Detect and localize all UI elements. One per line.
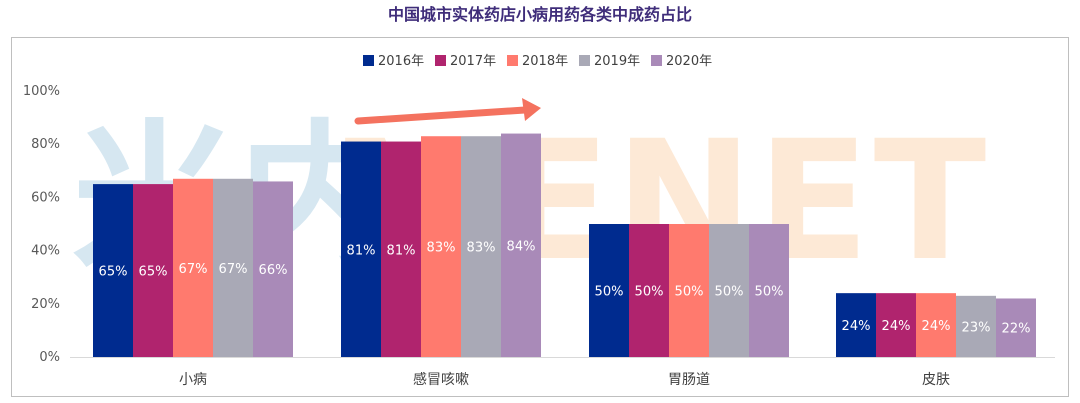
- y-axis: 0% 20% 40% 60% 80% 100%: [23, 84, 60, 365]
- y-tick-label: 60%: [31, 190, 60, 205]
- legend-label: 2016年: [378, 54, 424, 69]
- data-label: 67%: [219, 262, 248, 277]
- bar: [381, 141, 421, 357]
- bar: [341, 141, 381, 357]
- data-label: 50%: [755, 285, 784, 300]
- bar: [421, 136, 461, 357]
- data-label: 22%: [1002, 322, 1031, 337]
- data-label: 24%: [842, 319, 871, 334]
- y-tick-label: 40%: [31, 244, 60, 259]
- annotation: [354, 98, 541, 125]
- data-label: 66%: [259, 263, 288, 278]
- legend: 2016年 2017年 2018年 2019年 2020年: [363, 54, 712, 69]
- bar: [669, 224, 709, 357]
- y-tick-label: 0%: [39, 350, 60, 365]
- bar: [93, 184, 133, 357]
- data-label: 81%: [387, 243, 416, 258]
- data-label: 50%: [675, 285, 704, 300]
- chart-title: 中国城市实体药店小病用药各类中成药占比: [387, 5, 692, 24]
- x-category-label: 感冒咳嗽: [413, 371, 469, 388]
- x-category-label: 小病: [179, 372, 207, 388]
- bar: [133, 184, 173, 357]
- legend-swatch: [507, 55, 518, 66]
- legend-label: 2018年: [522, 54, 568, 69]
- bar: [996, 298, 1036, 357]
- data-label: 50%: [715, 285, 744, 300]
- bar: [213, 178, 253, 357]
- data-label: 67%: [179, 262, 208, 277]
- y-tick-label: 20%: [31, 297, 60, 312]
- bar: [461, 136, 501, 357]
- data-label: 83%: [427, 241, 456, 256]
- bar: [876, 293, 916, 357]
- bar: [749, 224, 789, 357]
- legend-swatch: [651, 55, 662, 66]
- data-label: 23%: [962, 320, 991, 335]
- chart-frame: [11, 37, 1069, 397]
- bar: [956, 295, 996, 357]
- data-label: 65%: [139, 265, 168, 280]
- x-category-label: 胃肠道: [668, 372, 710, 388]
- data-label: 84%: [507, 239, 536, 254]
- x-category-label: 皮肤: [922, 372, 950, 388]
- bars: 65% 65% 67% 67% 66% 81% 81% 83% 83% 84% 50% 50% 50% 5…: [93, 133, 1036, 357]
- legend-label: 2020年: [666, 54, 712, 69]
- data-label: 81%: [347, 243, 376, 258]
- y-tick-label: 80%: [31, 137, 60, 152]
- bar: [916, 293, 956, 357]
- data-label: 24%: [922, 319, 951, 334]
- legend-swatch: [579, 55, 590, 66]
- bar: [173, 178, 213, 357]
- data-label: 50%: [595, 285, 624, 300]
- bar: [836, 293, 876, 357]
- data-label: 83%: [467, 241, 496, 256]
- trend-arrow-shaft: [354, 106, 529, 125]
- legend-swatch: [435, 55, 446, 66]
- legend-label: 2017年: [450, 54, 496, 69]
- bar: [589, 224, 629, 357]
- bar: [253, 181, 293, 357]
- bar: [501, 133, 541, 357]
- x-axis: 小病 感冒咳嗽 胃肠道 皮肤: [70, 357, 1055, 388]
- bar: [709, 224, 749, 357]
- y-tick-label: 100%: [23, 84, 60, 99]
- legend-swatch: [363, 55, 374, 66]
- data-label: 50%: [635, 285, 664, 300]
- data-label: 65%: [99, 265, 128, 280]
- legend-label: 2019年: [594, 54, 640, 69]
- trend-arrow-head: [522, 98, 541, 121]
- bar: [629, 224, 669, 357]
- data-label: 24%: [882, 319, 911, 334]
